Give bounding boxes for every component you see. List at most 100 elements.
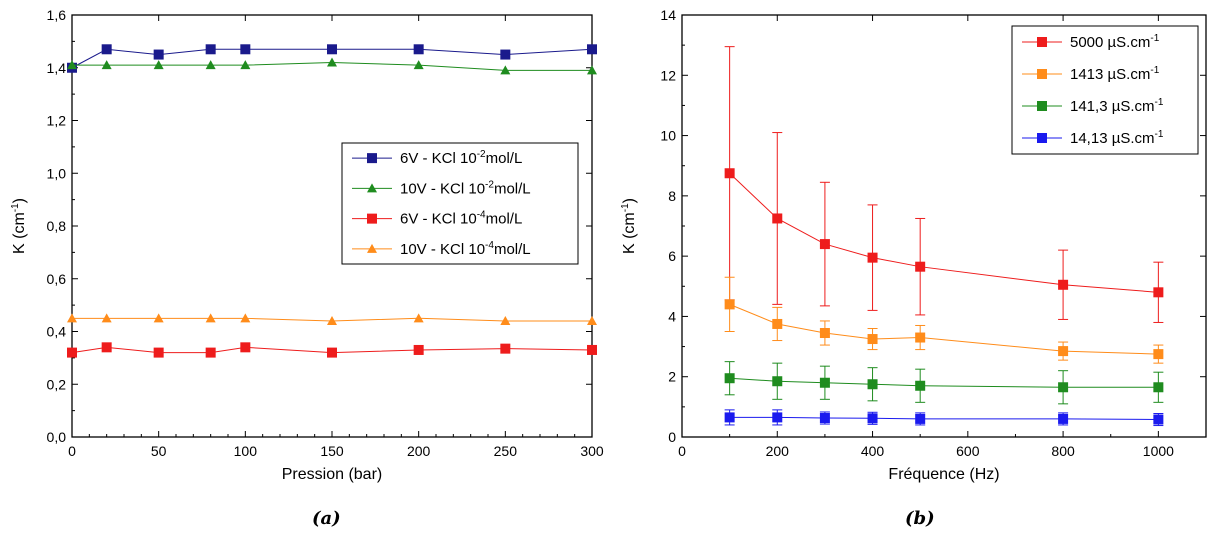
y-tick-label: 0,2 xyxy=(47,376,67,392)
data-point xyxy=(724,299,735,310)
data-point xyxy=(500,315,511,325)
data-point xyxy=(1058,279,1069,290)
legend-label: 14,13 µS.cm-1 xyxy=(1070,129,1164,147)
data-point xyxy=(819,377,830,388)
caption-a: (a) xyxy=(312,508,341,529)
caption-b: (b) xyxy=(905,508,935,529)
data-point xyxy=(819,239,830,250)
series-4 xyxy=(67,313,597,325)
legend-label: 6V - KCl 10-4mol/L xyxy=(400,210,522,228)
series-2 xyxy=(67,57,597,75)
data-point xyxy=(240,60,251,70)
legend-box xyxy=(1011,25,1199,155)
data-point xyxy=(1153,414,1164,425)
legend-marker xyxy=(367,183,377,193)
data-point xyxy=(772,376,783,387)
data-point xyxy=(867,252,878,263)
legend-label: 10V - KCl 10-2mol/L xyxy=(400,179,531,197)
data-point xyxy=(240,313,251,323)
x-tick-label: 800 xyxy=(1051,443,1075,459)
data-point xyxy=(205,44,216,55)
data-point xyxy=(915,261,926,272)
x-axis-label: Fréquence (Hz) xyxy=(888,466,999,483)
x-tick-label: 50 xyxy=(151,443,167,459)
data-point xyxy=(819,413,830,424)
data-point xyxy=(413,44,424,55)
legend-label: 5000 µS.cm-1 xyxy=(1070,33,1160,51)
legend-label: 141,3 µS.cm-1 xyxy=(1070,97,1164,115)
data-point xyxy=(915,413,926,424)
y-tick-label: 1,4 xyxy=(47,60,67,76)
data-point xyxy=(587,65,597,75)
legend-marker xyxy=(1037,101,1047,111)
legend-label: 6V - KCl 10-2mol/L xyxy=(400,149,522,167)
legend-marker xyxy=(367,153,377,164)
y-axis-label: K (cm-1) xyxy=(620,198,638,254)
y-tick-label: 1,6 xyxy=(47,7,67,23)
y-tick-label: 0,0 xyxy=(47,429,67,445)
y-tick-label: 8 xyxy=(668,188,676,204)
x-tick-label: 0 xyxy=(678,443,686,459)
data-point xyxy=(153,347,164,358)
data-point xyxy=(500,343,511,354)
data-point xyxy=(587,315,597,325)
data-point xyxy=(772,318,783,329)
x-axis-label: Pression (bar) xyxy=(282,466,382,483)
y-tick-label: 6 xyxy=(668,248,676,264)
x-tick-label: 600 xyxy=(956,443,980,459)
data-point xyxy=(240,342,251,353)
data-point xyxy=(101,44,112,55)
legend-marker xyxy=(367,213,377,224)
series-4 xyxy=(724,409,1164,427)
data-point xyxy=(327,57,337,67)
x-tick-label: 200 xyxy=(407,443,431,459)
legend-marker xyxy=(367,243,377,253)
y-tick-label: 4 xyxy=(668,308,676,324)
data-point xyxy=(413,344,424,355)
y-tick-label: 1,0 xyxy=(47,165,67,181)
x-tick-label: 200 xyxy=(766,443,790,459)
data-point xyxy=(327,315,337,325)
data-point xyxy=(240,44,251,55)
data-point xyxy=(153,313,164,323)
chart-a: 0 50 100 150 200 250 300 0,0 0,2 0,4 0,6 0,8 1,0 1,2 1… xyxy=(10,7,604,483)
data-point xyxy=(327,347,337,358)
legend-marker xyxy=(1037,69,1047,79)
y-tick-label: 12 xyxy=(660,67,676,83)
x-tick-label: 400 xyxy=(861,443,885,459)
y-tick-label: 0,8 xyxy=(47,218,67,234)
y-tick-label: 0,6 xyxy=(47,271,67,287)
legend-box xyxy=(341,142,579,265)
data-point xyxy=(153,60,164,70)
data-point xyxy=(772,412,783,423)
legend-label: 10V - KCl 10-4mol/L xyxy=(400,240,531,258)
x-tick-label: 250 xyxy=(494,443,518,459)
data-point xyxy=(915,332,926,343)
data-point xyxy=(101,342,112,353)
data-point xyxy=(772,213,783,224)
data-point xyxy=(587,344,597,355)
data-point xyxy=(67,60,77,70)
data-point xyxy=(915,380,926,391)
data-point xyxy=(1153,349,1164,360)
data-point xyxy=(205,313,216,323)
data-point xyxy=(1058,382,1069,393)
y-axis-label: K (cm-1) xyxy=(10,198,28,254)
data-point xyxy=(1058,346,1069,357)
data-point xyxy=(587,44,597,55)
y-tick-label: 1,2 xyxy=(47,113,67,129)
data-point xyxy=(867,413,878,424)
data-point xyxy=(413,313,424,323)
data-point xyxy=(101,60,112,70)
data-point xyxy=(500,65,511,75)
data-point xyxy=(724,373,735,384)
series-line xyxy=(729,303,1159,355)
data-point xyxy=(327,44,337,55)
data-point xyxy=(67,313,77,323)
data-point xyxy=(205,347,216,358)
data-point xyxy=(724,168,735,179)
series-3 xyxy=(724,361,1164,405)
x-tick-label: 100 xyxy=(234,443,258,459)
y-tick-label: 14 xyxy=(660,7,676,23)
